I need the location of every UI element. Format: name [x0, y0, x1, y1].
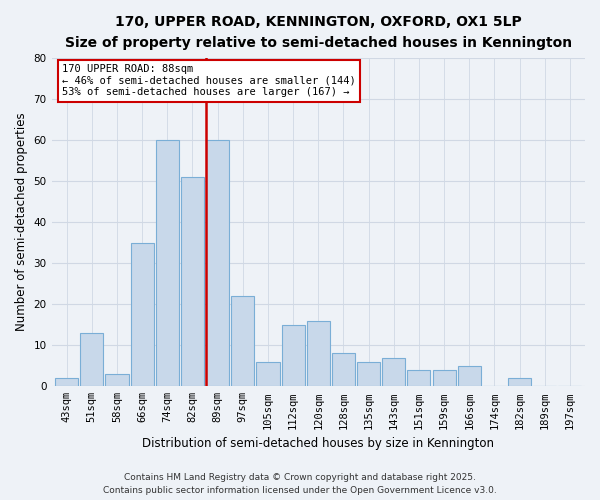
Bar [156, 140, 179, 386]
Bar [332, 354, 355, 386]
Y-axis label: Number of semi-detached properties: Number of semi-detached properties [15, 112, 28, 332]
Bar [433, 370, 455, 386]
Bar [206, 140, 229, 386]
Bar [382, 358, 406, 386]
Text: 170 UPPER ROAD: 88sqm
← 46% of semi-detached houses are smaller (144)
53% of sem: 170 UPPER ROAD: 88sqm ← 46% of semi-deta… [62, 64, 356, 98]
Bar [357, 362, 380, 386]
Bar [80, 333, 103, 386]
Bar [407, 370, 430, 386]
Bar [106, 374, 128, 386]
Bar [131, 242, 154, 386]
Bar [281, 324, 305, 386]
X-axis label: Distribution of semi-detached houses by size in Kennington: Distribution of semi-detached houses by … [142, 437, 494, 450]
Bar [231, 296, 254, 386]
Bar [256, 362, 280, 386]
Bar [458, 366, 481, 386]
Bar [181, 177, 204, 386]
Title: 170, UPPER ROAD, KENNINGTON, OXFORD, OX1 5LP
Size of property relative to semi-d: 170, UPPER ROAD, KENNINGTON, OXFORD, OX1… [65, 15, 572, 50]
Bar [307, 320, 330, 386]
Bar [55, 378, 78, 386]
Bar [508, 378, 531, 386]
Text: Contains HM Land Registry data © Crown copyright and database right 2025.
Contai: Contains HM Land Registry data © Crown c… [103, 473, 497, 495]
